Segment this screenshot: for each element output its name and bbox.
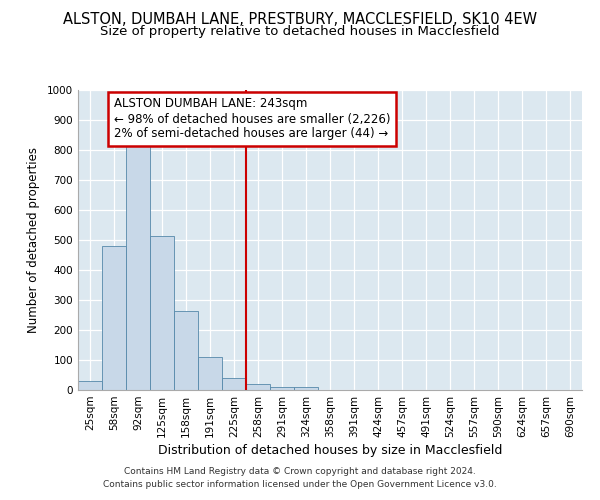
Bar: [198, 357, 222, 390]
Text: Size of property relative to detached houses in Macclesfield: Size of property relative to detached ho…: [100, 25, 500, 38]
X-axis label: Distribution of detached houses by size in Macclesfield: Distribution of detached houses by size …: [158, 444, 502, 457]
Bar: [78, 381, 102, 390]
Text: Contains public sector information licensed under the Open Government Licence v3: Contains public sector information licen…: [103, 480, 497, 489]
Bar: [126, 144, 150, 390]
Bar: [294, 387, 318, 390]
Bar: [270, 387, 294, 390]
Bar: [222, 378, 246, 390]
Bar: [102, 246, 126, 390]
Y-axis label: Number of detached properties: Number of detached properties: [27, 147, 40, 333]
Text: ALSTON, DUMBAH LANE, PRESTBURY, MACCLESFIELD, SK10 4EW: ALSTON, DUMBAH LANE, PRESTBURY, MACCLESF…: [63, 12, 537, 28]
Text: ALSTON DUMBAH LANE: 243sqm
← 98% of detached houses are smaller (2,226)
2% of se: ALSTON DUMBAH LANE: 243sqm ← 98% of deta…: [114, 98, 391, 140]
Text: Contains HM Land Registry data © Crown copyright and database right 2024.: Contains HM Land Registry data © Crown c…: [124, 467, 476, 476]
Bar: [150, 236, 174, 390]
Bar: [174, 310, 198, 390]
Bar: [246, 384, 270, 390]
